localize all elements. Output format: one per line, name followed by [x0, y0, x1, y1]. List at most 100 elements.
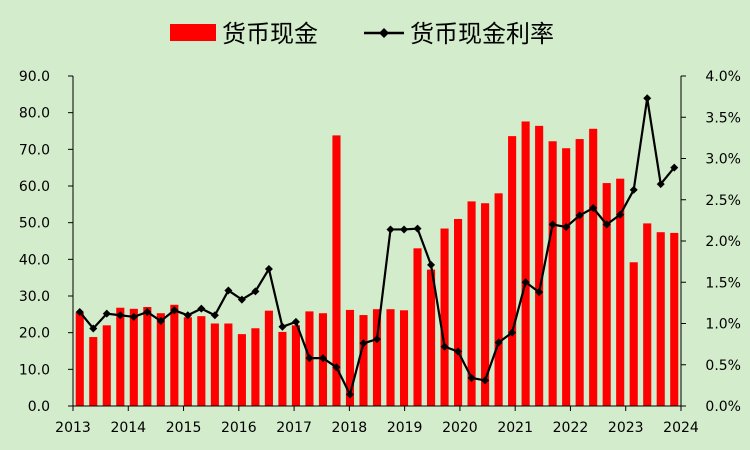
bar — [426, 269, 436, 406]
bar — [143, 307, 152, 406]
rate-point — [129, 312, 138, 321]
bar — [494, 193, 503, 406]
rate-point — [318, 354, 327, 363]
bar — [616, 178, 625, 406]
rate-point — [143, 307, 152, 316]
rate-point — [670, 163, 679, 172]
x-tick-label: 2015 — [166, 420, 202, 436]
bar — [508, 136, 517, 406]
rate-point — [75, 307, 84, 316]
y-right-tick-label: 4.0% — [705, 69, 741, 85]
bar — [602, 183, 611, 406]
rate-point — [656, 180, 665, 189]
bar — [386, 309, 395, 406]
rate-point — [616, 210, 625, 219]
bar — [75, 312, 84, 406]
bar — [521, 121, 530, 406]
y-left-tick-label: 20.0 — [19, 326, 50, 342]
bar — [548, 141, 557, 406]
rate-point — [494, 338, 503, 347]
bar — [589, 128, 598, 407]
rate-point — [413, 224, 422, 233]
bar — [481, 203, 490, 406]
rate-point — [386, 225, 395, 234]
rate-point — [197, 304, 206, 313]
rate-point — [116, 311, 125, 320]
rate-point — [467, 373, 476, 382]
rate-point — [305, 354, 314, 363]
y-right-tick-label: 3.0% — [705, 152, 741, 168]
rate-point — [359, 339, 368, 348]
rate-point — [278, 322, 287, 331]
y-left-tick-label: 0.0 — [28, 399, 50, 415]
rate-point — [291, 317, 300, 326]
rate-point — [89, 324, 98, 333]
y-left-tick-label: 80.0 — [19, 106, 50, 122]
y-left-tick-label: 60.0 — [19, 179, 50, 195]
x-tick-label: 2014 — [110, 420, 146, 436]
bar — [156, 313, 165, 406]
y-left-tick-label: 40.0 — [19, 252, 50, 268]
legend-diamond-marker — [379, 28, 389, 38]
y-right-tick-label: 0.0% — [705, 399, 741, 415]
rate-point — [345, 390, 354, 399]
bar — [264, 310, 273, 406]
x-tick-label: 2023 — [608, 420, 644, 436]
x-tick-label: 2016 — [221, 420, 257, 436]
y-right-tick-label: 3.5% — [705, 110, 741, 126]
bar — [670, 232, 679, 406]
bar — [575, 139, 584, 406]
bar — [89, 337, 98, 406]
y-left-tick-label: 70.0 — [19, 142, 50, 158]
bar — [454, 219, 463, 406]
rate-point — [183, 311, 192, 320]
legend: 货币现金 货币现金利率 — [170, 20, 554, 48]
bar — [102, 325, 111, 406]
bar — [224, 323, 233, 406]
x-tick-label: 2017 — [276, 420, 312, 436]
y-left-tick-label: 90.0 — [19, 69, 50, 85]
rate-point — [373, 335, 381, 344]
legend-bar-swatch — [170, 24, 216, 41]
bar — [413, 248, 422, 406]
x-tick-label: 2018 — [332, 420, 368, 436]
rate-point — [454, 347, 463, 356]
x-tick-label: 2022 — [553, 420, 589, 436]
x-tick-label: 2019 — [387, 420, 423, 436]
bar — [210, 323, 219, 406]
bar — [170, 304, 179, 406]
rate-point — [575, 211, 584, 220]
rate-point — [102, 309, 111, 318]
y-left-tick-label: 50.0 — [19, 216, 50, 232]
y-right-tick-label: 2.0% — [705, 234, 741, 250]
legend-entry-bar: 货币现金 — [222, 20, 318, 48]
bar — [467, 201, 476, 406]
rate-point — [535, 288, 544, 297]
x-tick-label: 2020 — [442, 420, 478, 436]
line-series — [75, 94, 679, 399]
bar — [656, 232, 665, 406]
rate-point — [589, 204, 598, 212]
rate-point — [156, 317, 165, 326]
rate-point — [440, 342, 449, 351]
rate-point — [210, 311, 219, 320]
rate-point — [602, 220, 611, 229]
y-right-tick-label: 1.0% — [705, 317, 741, 333]
bar — [237, 334, 246, 406]
rate-point — [427, 260, 436, 269]
y-right-tick-label: 1.5% — [705, 275, 741, 291]
rate-point — [643, 94, 652, 103]
bar — [251, 328, 260, 406]
bar-series — [75, 121, 679, 407]
y-left-tick-label: 10.0 — [19, 362, 50, 378]
bar — [399, 310, 409, 406]
bar — [291, 325, 300, 406]
bar — [332, 135, 341, 406]
rate-point — [481, 376, 490, 385]
bar — [129, 308, 138, 406]
rate-point — [629, 185, 638, 194]
rate-point — [400, 225, 409, 234]
bar — [629, 262, 638, 406]
rate-point — [224, 286, 233, 295]
